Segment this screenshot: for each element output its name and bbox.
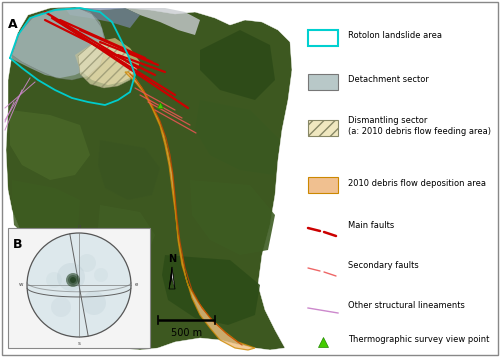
Polygon shape	[10, 8, 105, 78]
Polygon shape	[98, 205, 155, 262]
Bar	[308, 120, 338, 136]
Text: Dismantling sector
(a: 2010 debris flow feeding area): Dismantling sector (a: 2010 debris flow …	[348, 116, 491, 136]
Polygon shape	[200, 30, 275, 100]
Circle shape	[68, 275, 78, 285]
Polygon shape	[75, 38, 140, 85]
Circle shape	[66, 273, 80, 287]
Text: n: n	[77, 224, 81, 229]
Circle shape	[70, 277, 76, 283]
Circle shape	[27, 233, 131, 337]
Bar	[308, 30, 338, 46]
Text: Thermographic survey view point: Thermographic survey view point	[348, 336, 490, 345]
Circle shape	[57, 263, 85, 291]
Polygon shape	[169, 267, 172, 289]
Polygon shape	[78, 42, 136, 88]
Polygon shape	[10, 110, 90, 180]
Bar	[8, 228, 150, 348]
Polygon shape	[195, 100, 280, 175]
Bar	[308, 74, 338, 90]
Text: Other structural lineaments: Other structural lineaments	[348, 302, 465, 311]
Polygon shape	[162, 255, 260, 325]
Circle shape	[82, 291, 106, 315]
Text: w: w	[18, 282, 23, 287]
Text: A: A	[8, 18, 18, 31]
Polygon shape	[15, 240, 80, 302]
Polygon shape	[190, 180, 275, 255]
Polygon shape	[98, 140, 160, 200]
Text: Main faults: Main faults	[348, 221, 394, 231]
Text: 500 m: 500 m	[171, 328, 202, 338]
Text: Rotolon landslide area: Rotolon landslide area	[348, 31, 442, 40]
Circle shape	[46, 272, 62, 288]
Polygon shape	[12, 8, 106, 80]
Polygon shape	[65, 8, 140, 28]
Text: N: N	[168, 254, 176, 264]
Circle shape	[94, 268, 108, 282]
Text: B: B	[13, 238, 22, 251]
Text: 2010 debris flow deposition area: 2010 debris flow deposition area	[348, 178, 486, 187]
Circle shape	[78, 254, 96, 272]
Text: s: s	[78, 341, 80, 346]
Polygon shape	[6, 7, 292, 350]
Circle shape	[51, 297, 71, 317]
Text: e: e	[135, 282, 138, 287]
Polygon shape	[172, 267, 175, 289]
Bar	[308, 177, 338, 193]
Polygon shape	[12, 180, 80, 245]
Text: Detachment sector: Detachment sector	[348, 75, 429, 85]
Polygon shape	[125, 72, 255, 350]
Text: Secondary faults: Secondary faults	[348, 261, 419, 271]
Polygon shape	[125, 8, 200, 35]
